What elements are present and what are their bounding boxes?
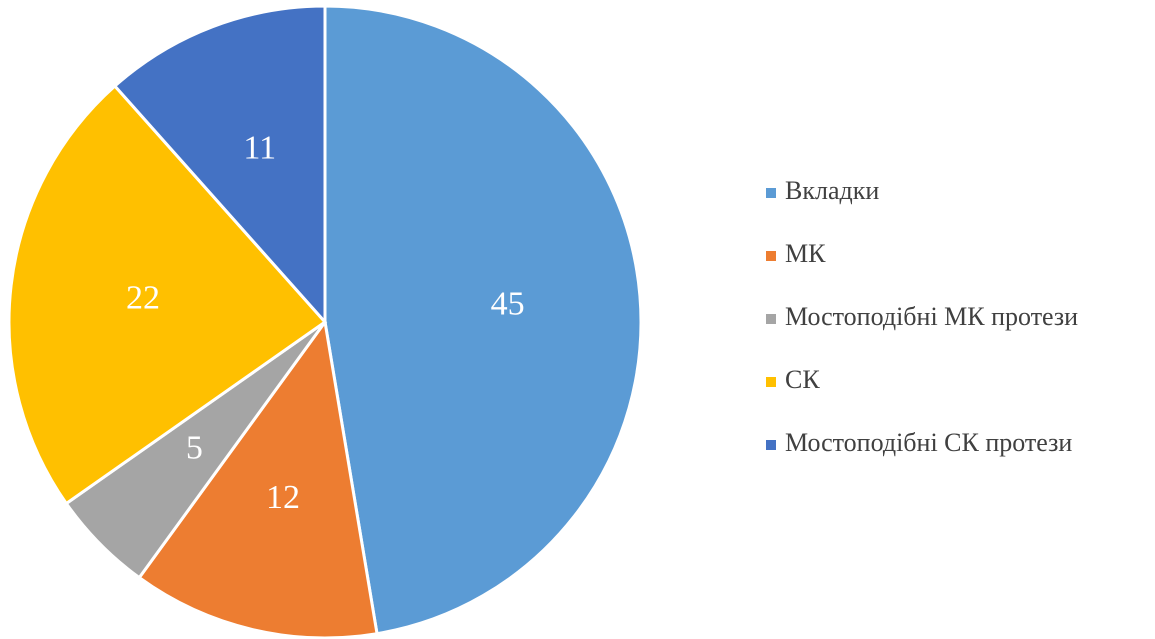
legend-swatch [766, 251, 776, 261]
legend-swatch [766, 377, 776, 387]
data-label: 45 [491, 286, 525, 323]
legend-label: Мостоподібні МК протези [785, 302, 1078, 331]
legend-label: МК [785, 239, 826, 268]
legend-swatch [766, 440, 776, 450]
data-label: 12 [266, 479, 300, 516]
pie-slice [7, 83, 328, 506]
data-label: 22 [126, 280, 160, 317]
legend-label: СК [785, 365, 820, 394]
legend-label: Вкладки [785, 176, 879, 205]
pie-slice [112, 4, 327, 326]
legend-label: Мостоподібні СК протези [785, 428, 1072, 457]
pie-slice [137, 318, 379, 639]
pie-slice [323, 4, 643, 636]
legend-swatch [766, 314, 776, 324]
data-label: 5 [186, 429, 203, 466]
data-label: 11 [243, 130, 276, 167]
legend-swatch [766, 188, 776, 198]
